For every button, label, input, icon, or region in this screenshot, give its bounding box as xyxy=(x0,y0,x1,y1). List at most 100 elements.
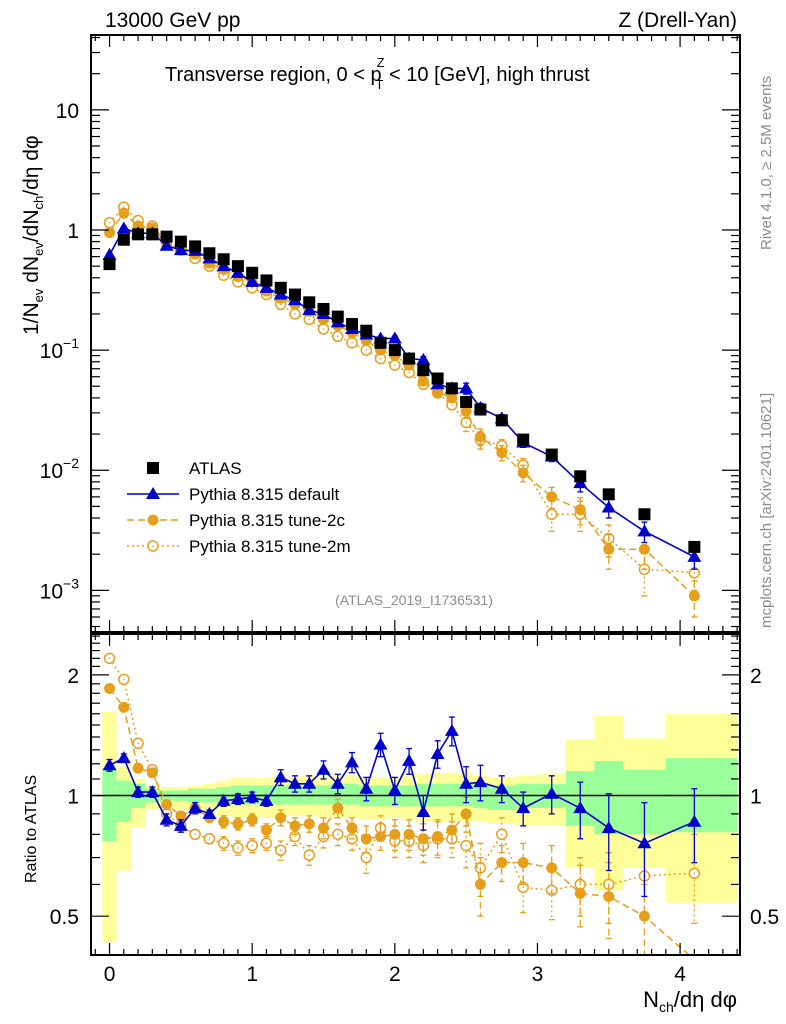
legend-marker xyxy=(147,462,159,474)
data-point xyxy=(117,233,130,246)
data-point xyxy=(104,682,116,694)
series-line xyxy=(109,728,695,845)
data-point xyxy=(402,753,417,766)
data-point xyxy=(317,302,330,315)
data-point xyxy=(188,801,203,814)
data-point xyxy=(259,280,274,293)
marker-center xyxy=(237,847,239,849)
ratio-y-tick-label-right: 0.5 xyxy=(750,906,779,929)
marker-center xyxy=(408,840,410,842)
data-point xyxy=(332,802,344,814)
data-point xyxy=(637,524,652,537)
data-point xyxy=(118,207,130,219)
data-point xyxy=(417,375,429,387)
x-tick-label: 4 xyxy=(674,963,686,986)
data-point xyxy=(116,221,131,234)
ratio-y-tick-label: 1 xyxy=(67,786,79,809)
data-point xyxy=(687,814,702,827)
marker-center xyxy=(308,854,311,856)
data-point xyxy=(131,785,146,798)
marker-center xyxy=(365,349,368,351)
data-point xyxy=(495,414,508,427)
data-point xyxy=(217,253,230,266)
data-point xyxy=(445,382,458,395)
marker-center xyxy=(108,221,111,224)
data-point xyxy=(245,790,260,803)
data-point xyxy=(496,857,508,869)
marker-center xyxy=(479,867,482,869)
data-point xyxy=(175,810,187,822)
data-point xyxy=(303,296,316,309)
header-left: 13000 GeV pp xyxy=(105,9,240,32)
data-point xyxy=(173,818,188,831)
legend-label: Pythia 8.315 tune-2c xyxy=(189,511,345,530)
data-point xyxy=(417,833,429,845)
data-point xyxy=(373,737,388,750)
data-point xyxy=(602,488,615,501)
data-point xyxy=(417,364,430,377)
marker-center xyxy=(108,657,111,660)
data-point xyxy=(230,792,245,805)
marker-center xyxy=(693,571,696,574)
ylabel-sub: ev xyxy=(31,242,46,256)
marker-center xyxy=(194,833,196,836)
data-point xyxy=(687,549,702,562)
data-point xyxy=(302,303,317,316)
ratio-bands xyxy=(102,711,738,943)
ylabel-part: /dη dφ xyxy=(20,135,43,195)
data-point xyxy=(375,831,387,843)
marker-center xyxy=(137,742,139,745)
data-point xyxy=(688,590,700,602)
data-point xyxy=(132,762,144,774)
marker-center xyxy=(408,371,410,374)
data-point xyxy=(460,395,473,408)
x-tick-label: 0 xyxy=(104,963,116,986)
data-point xyxy=(446,824,458,836)
data-point xyxy=(246,266,259,279)
data-point xyxy=(416,804,431,817)
legend: ATLAS Pythia 8.315 default Pythia 8.315 tu… xyxy=(127,459,351,556)
data-point xyxy=(174,235,187,248)
data-point xyxy=(160,230,173,243)
marker-center xyxy=(394,364,396,366)
legend-label: Pythia 8.315 default xyxy=(189,485,340,504)
marker-center xyxy=(351,342,353,344)
data-point xyxy=(216,793,231,806)
data-point xyxy=(303,818,315,830)
data-point xyxy=(574,470,587,483)
data-point xyxy=(574,504,586,516)
marker-center xyxy=(379,357,382,360)
marker-center xyxy=(579,883,582,886)
data-point xyxy=(274,281,287,294)
x-tick-label: 3 xyxy=(532,963,544,986)
uncertainty-band-inner xyxy=(344,783,360,805)
data-point xyxy=(444,723,459,736)
data-point xyxy=(459,776,474,789)
data-point xyxy=(688,540,701,553)
marker-center xyxy=(208,837,211,840)
data-point xyxy=(132,228,145,241)
x-tick-label: 2 xyxy=(389,963,401,986)
y-tick-label: 10−2 xyxy=(40,455,80,483)
data-point xyxy=(601,500,616,513)
marker-center xyxy=(465,844,467,847)
data-point xyxy=(544,786,559,799)
xlabel-main: N xyxy=(643,987,659,1012)
marker-center xyxy=(322,835,325,838)
data-point xyxy=(289,820,301,832)
data-point xyxy=(202,806,217,819)
uncertainty-band-inner xyxy=(102,768,117,842)
data-point xyxy=(346,822,358,834)
ratio-y-tick-label-right: 1 xyxy=(750,786,762,809)
data-point xyxy=(260,824,272,836)
ylabel-part: dN xyxy=(20,256,43,289)
ylabel-part: 1/N xyxy=(20,302,43,335)
data-point xyxy=(496,447,508,459)
data-point xyxy=(446,392,458,404)
data-point xyxy=(330,776,345,789)
data-point xyxy=(232,818,244,830)
y-tick-label: 10−3 xyxy=(40,575,80,603)
plot-title-sub: T xyxy=(376,77,384,92)
data-point xyxy=(601,820,616,833)
